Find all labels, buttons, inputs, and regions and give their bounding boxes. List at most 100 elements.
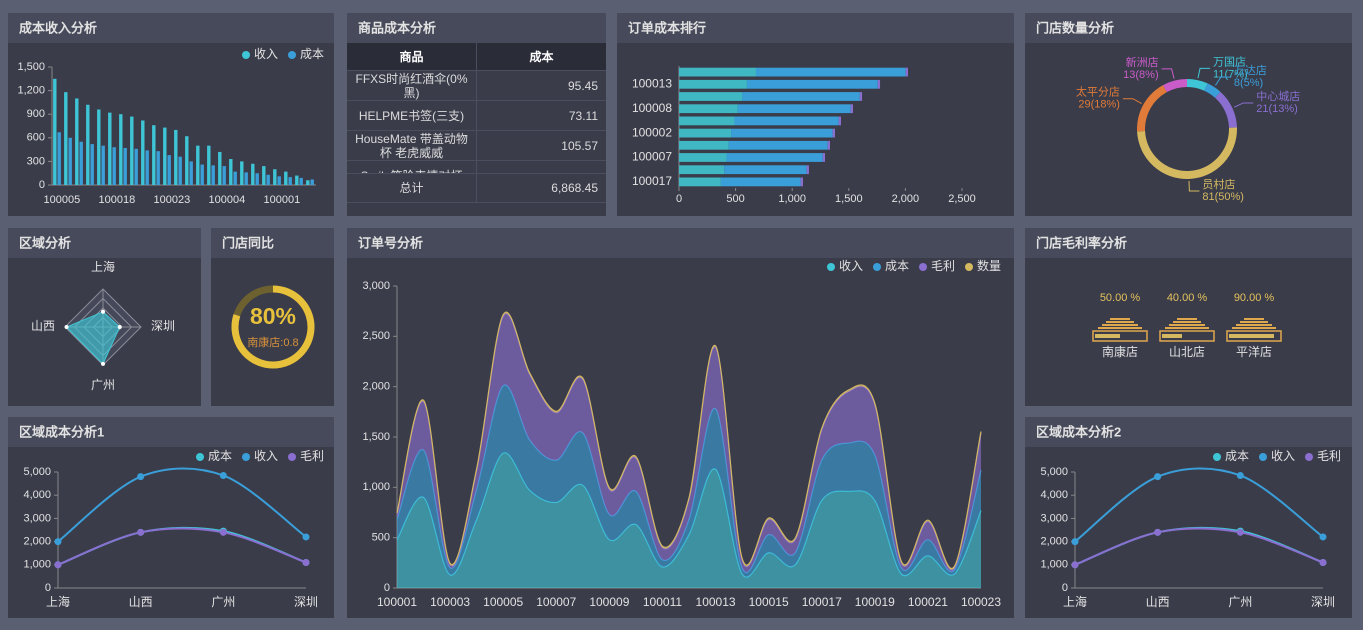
line [57,527,307,566]
table-row: Smile笑脸表情对杯 [347,161,606,173]
y-tick-label: 500 [372,532,390,544]
donut-slice [1136,85,1167,132]
bar [200,164,204,185]
legend-swatch [827,263,835,271]
bar-segment [724,165,807,175]
line-point [137,473,145,481]
x-tick-label: 100004 [209,194,246,206]
x-tick-label: 100023 [154,194,191,206]
line-point [1071,538,1079,546]
bar-segment [734,116,839,126]
y-tick-label: 100013 [632,76,672,90]
table-footer: 总计 6,868.45 [347,173,606,203]
x-tick-label: 广州 [1228,595,1252,609]
legend-swatch [288,51,296,59]
panel-header [8,228,201,258]
slice-label: 新洲店 [1126,55,1159,69]
legend-swatch [242,453,250,461]
legend-label: 收入 [1271,449,1295,463]
donut-slice [1215,91,1237,128]
x-tick-label: 广州 [211,595,235,609]
table-cell: 105.57 [561,138,598,153]
bar-segment [800,177,803,187]
icon-stripe [1232,327,1276,329]
bar [108,112,112,185]
icon-stripe [1240,321,1268,323]
x-tick-label: 100003 [430,595,470,609]
x-tick-label: 100021 [908,595,948,609]
legend-swatch [1213,453,1221,461]
legend-label: 收入 [254,47,278,61]
y-tick-label: 0 [384,582,390,594]
leader-line [1233,102,1254,108]
y-tick-label: 0 [45,582,51,594]
bar [277,176,281,185]
icon-tray [1226,330,1282,342]
header-cell: 成本 [529,50,554,64]
panel [1025,13,1352,216]
bar [141,120,145,185]
x-tick-label: 上海 [1063,594,1087,609]
bar-segment [679,177,721,187]
radar-point [101,361,105,366]
bar [134,148,138,185]
bar [156,151,160,185]
y-tick-label: 5,000 [1040,466,1068,478]
line [1074,527,1324,566]
slice-value: 81(50%) [1202,191,1244,203]
radar-point [117,325,122,329]
bar-segment [832,128,835,138]
y-tick-label: 3,000 [362,280,390,292]
line-point [54,561,62,569]
value-label: 50.00 % [1100,292,1141,304]
line-point [219,471,227,479]
y-tick-label: 1,500 [362,431,390,443]
category-label: 平洋店 [1236,344,1272,359]
x-tick-label: 100009 [589,595,629,609]
icon-fill [1095,334,1120,338]
table-body: FFXS时尚红酒伞(0%黑) 95.45 HELPME书签(三支) 73.11 Hous… [347,71,606,173]
radar-point [101,309,105,314]
value-label: 40.00 % [1167,292,1208,304]
bar-segment [905,67,909,77]
donut-slice [1187,79,1208,91]
y-tick-label: 3,000 [23,512,51,524]
area-line [396,311,982,570]
panel-title: 区域成本分析1 [19,424,104,439]
x-tick-label: 上海 [46,594,70,609]
x-tick-label: 100005 [483,595,523,609]
panel-title: 区域分析 [19,235,71,250]
donut-slice [1137,127,1238,180]
bar-segment [720,177,801,187]
bar [79,141,83,185]
table-header: 商品 成本 [347,43,606,71]
bar-segment [877,79,881,89]
bar [196,145,200,185]
legend-label: 成本 [885,259,909,273]
line-point [1236,471,1244,479]
bar-segment [679,79,747,89]
panel-header [347,228,1014,258]
bar [299,177,303,185]
legend-swatch [919,263,927,271]
cost-table: 商品 成本 FFXS时尚红酒伞(0%黑) 95.45 HELPME书签(三支) 73.… [347,43,606,216]
panel [8,417,334,618]
bar [163,127,167,185]
x-tick-label: 100011 [643,595,682,609]
bar-segment [827,140,831,150]
bar [306,180,310,185]
x-tick-label: 山西 [129,595,153,609]
bar-segment [746,79,878,89]
x-tick-label: 1,000 [778,193,806,205]
area [397,452,981,588]
table-cell: FFXS时尚红酒伞(0%黑) [347,71,477,100]
x-tick-label: 深圳 [294,595,318,609]
x-tick-label: 100001 [377,595,417,609]
leader-line [1215,76,1231,86]
bar [222,166,226,185]
x-tick-label: 100019 [855,595,895,609]
panel-title: 订单号分析 [358,235,423,250]
header-cell: 商品 [347,43,477,70]
bar-segment [679,67,756,77]
